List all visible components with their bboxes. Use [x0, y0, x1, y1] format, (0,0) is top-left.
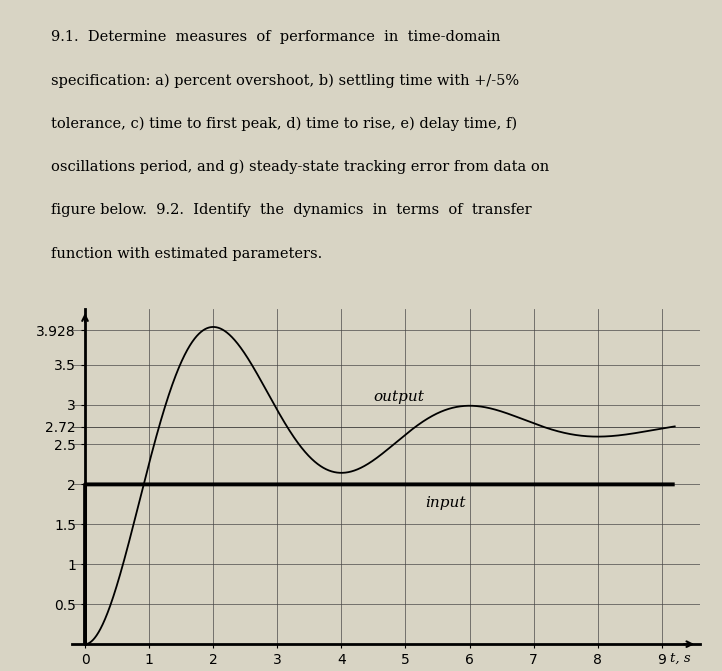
Text: 9.1.  Determine  measures  of  performance  in  time-domain: 9.1. Determine measures of performance i… — [51, 30, 500, 44]
Text: function with estimated parameters.: function with estimated parameters. — [51, 246, 322, 260]
Text: specification: a) percent overshoot, b) settling time with +/-5%: specification: a) percent overshoot, b) … — [51, 73, 518, 87]
Text: figure below.  9.2.  Identify  the  dynamics  in  terms  of  transfer: figure below. 9.2. Identify the dynamics… — [51, 203, 531, 217]
Text: t, s: t, s — [670, 652, 691, 665]
Text: tolerance, c) time to first peak, d) time to rise, e) delay time, f): tolerance, c) time to first peak, d) tim… — [51, 117, 517, 131]
Text: input: input — [425, 496, 465, 510]
Text: output: output — [373, 390, 425, 403]
Text: oscillations period, and g) steady-state tracking error from data on: oscillations period, and g) steady-state… — [51, 160, 549, 174]
